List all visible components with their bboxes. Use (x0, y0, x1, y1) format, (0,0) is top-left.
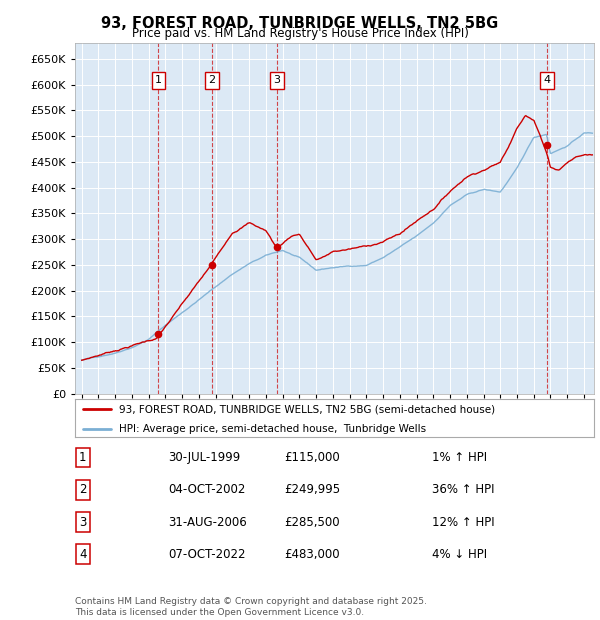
Text: 1% ↑ HPI: 1% ↑ HPI (432, 451, 487, 464)
Text: 3: 3 (274, 76, 281, 86)
Text: HPI: Average price, semi-detached house,  Tunbridge Wells: HPI: Average price, semi-detached house,… (119, 423, 426, 433)
Text: Contains HM Land Registry data © Crown copyright and database right 2025.
This d: Contains HM Land Registry data © Crown c… (75, 598, 427, 617)
Text: 2: 2 (208, 76, 215, 86)
Text: 1: 1 (79, 451, 86, 464)
Text: 93, FOREST ROAD, TUNBRIDGE WELLS, TN2 5BG: 93, FOREST ROAD, TUNBRIDGE WELLS, TN2 5B… (101, 16, 499, 30)
Text: 30-JUL-1999: 30-JUL-1999 (168, 451, 240, 464)
Text: £285,500: £285,500 (284, 516, 340, 528)
Text: 4% ↓ HPI: 4% ↓ HPI (432, 548, 487, 560)
Text: 12% ↑ HPI: 12% ↑ HPI (432, 516, 494, 528)
Text: 3: 3 (79, 516, 86, 528)
Text: 1: 1 (155, 76, 162, 86)
Text: 2: 2 (79, 484, 86, 496)
Text: 04-OCT-2002: 04-OCT-2002 (168, 484, 245, 496)
Text: 07-OCT-2022: 07-OCT-2022 (168, 548, 245, 560)
Text: 31-AUG-2006: 31-AUG-2006 (168, 516, 247, 528)
Text: £249,995: £249,995 (284, 484, 340, 496)
Text: £115,000: £115,000 (284, 451, 340, 464)
Text: £483,000: £483,000 (284, 548, 340, 560)
Text: Price paid vs. HM Land Registry's House Price Index (HPI): Price paid vs. HM Land Registry's House … (131, 27, 469, 40)
Text: 4: 4 (543, 76, 550, 86)
Text: 36% ↑ HPI: 36% ↑ HPI (432, 484, 494, 496)
Text: 93, FOREST ROAD, TUNBRIDGE WELLS, TN2 5BG (semi-detached house): 93, FOREST ROAD, TUNBRIDGE WELLS, TN2 5B… (119, 404, 495, 414)
Text: 4: 4 (79, 548, 86, 560)
